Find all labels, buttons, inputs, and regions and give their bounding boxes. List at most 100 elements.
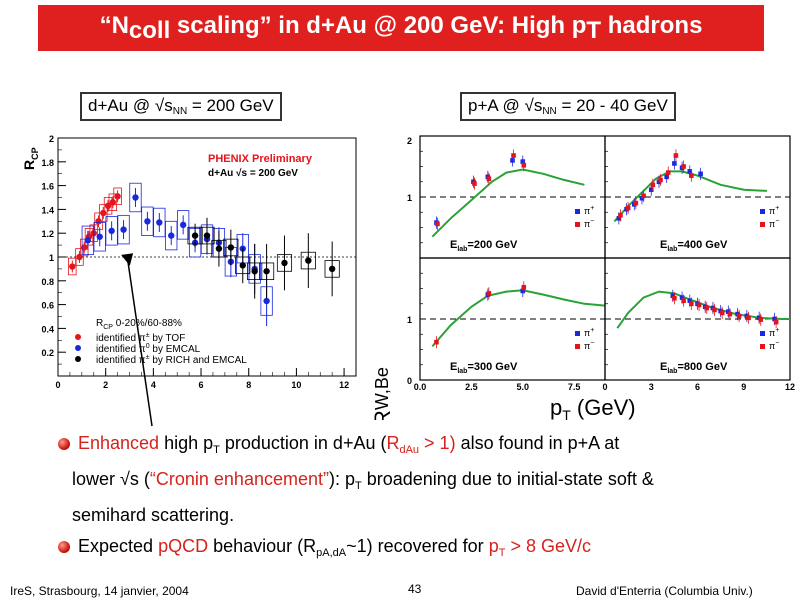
rwbe-legend-marker [575,344,580,349]
rwbe-point-pi-minus [618,213,623,218]
rwbe-panel-400: Elab=400 GeV π+ π− [604,135,791,259]
rcp-point-tof [109,199,117,206]
rcp-xtick-label: 12 [339,380,349,390]
rcp-sys-box-tof [99,204,108,222]
rwbe-legend-marker [760,209,765,214]
rwbe-point-pi-minus [673,153,679,158]
rwbe-point-pi-minus [641,193,646,199]
rwbe-ylabel: RW,Be [370,367,395,420]
rwbe-panel-300: Elab=300 GeV π+ π− [419,257,606,381]
rwbe-point-pi-minus [672,295,677,301]
rwbe-theory-curve [431,289,606,348]
rcp-sys-box-emcal [81,225,94,256]
rwbe-legend-label: π+ [769,205,779,216]
rwbe-point-pi-plus [687,169,693,174]
rwbe-point-pi-plus [664,174,669,180]
rwbe-xtick-label: 3 [649,382,654,392]
rwbe-elab-label: Elab=400 GeV [660,239,728,253]
rcp-sys-box-emcal [105,216,118,246]
rwbe-point-pi-minus [472,181,477,186]
rwbe-ytick-label: 1 [407,193,412,203]
rcp-point-rich [281,259,288,267]
rwbe-elab-label: Elab=800 GeV [660,361,728,375]
rcp-sys-box-emcal [177,210,190,240]
rcp-plot: 0.2 0.4 0.6 0.8 1 1.2 1.4 1.6 1.8 2 0 2 4 6 8 10 12 RCP … [21,134,357,390]
rwbe-point-pi-plus [726,309,731,314]
rcp-point-rich [191,232,199,239]
svg-text:identified π± by TOF: identified π± by TOF [96,332,185,344]
rcp-point-tof [76,253,83,261]
rwbe-theory-curve [431,168,585,238]
pa-label-box: p+A @ √sNN = 20 - 40 GeV [460,92,676,121]
footer-page-number: 43 [408,582,422,596]
rcp-point-tof [114,193,121,200]
rcp-sys-box-tof [103,197,113,215]
bullet-cronin: Enhanced high pT production in d+Au (RdA… [58,429,778,530]
rwbe-point-pi-minus [719,310,725,316]
rcp-ytick-label: 0.6 [41,301,54,311]
rwbe-point-pi-plus [687,298,693,303]
rcp-point-emcal [132,194,139,201]
rcp-ytick-label: 1.8 [41,158,54,168]
svg-text:identified π± by RICH and EMCA: identified π± by RICH and EMCAL [96,354,247,366]
rcp-sys-box-emcal [165,220,178,251]
rcp-point-emcal [96,233,103,240]
rwbe-legend-label: π− [769,218,779,229]
rwbe-point-pi-plus [670,293,676,299]
rwbe-point-pi-minus [434,339,439,345]
rwbe-point-pi-plus [679,295,685,300]
rcp-ytick-label: 1.4 [41,205,54,215]
rwbe-point-pi-minus [658,177,663,183]
rcp-point-tof [100,209,107,217]
rwbe-point-pi-plus [672,161,677,166]
legend-title: RCP 0-20%/60-88% [96,318,182,331]
rcp-point-tof [81,244,88,251]
rwbe-theory-curve [616,290,790,329]
rcp-sys-box-emcal [93,222,106,252]
rcp-point-rich [227,244,235,251]
rcp-ytick-label: 0.8 [41,277,54,287]
rwbe-point-pi-plus [520,288,526,294]
rwbe-theory-curve [613,170,767,223]
slide-title: “Ncoll scaling” in d+Au @ 200 GeV: High … [99,11,703,44]
rwbe-xtick-label: 0 [602,382,607,392]
rwbe-xtick-label: 0.0 [414,382,427,392]
rcp-xtick-label: 4 [151,380,156,390]
rwbe-point-pi-minus [689,173,694,178]
rcp-xtick-label: 2 [103,380,108,390]
rcp-sys-box-emcal [153,207,166,238]
rcp-point-rich [251,268,258,275]
rwbe-panel-200: Elab=200 GeV π+ π− [419,135,606,259]
rwbe-point-pi-minus [681,164,686,169]
rwbe-ytick-label: 0 [407,376,412,386]
rcp-point-emcal [263,297,270,305]
rcp-sys-box-tof [68,257,77,276]
rcp-xtick-label: 8 [246,380,251,390]
footer-author: David d'Enterria (Columbia Univ.) [576,584,753,598]
rwbe-point-pi-minus [625,205,631,211]
legend-entry-tof: identified π± by TOF [75,332,185,344]
phenix-preliminary: PHENIX Preliminary [208,153,313,165]
bullet-pqcd: Expected pQCD behaviour (RpA,dA~1) recov… [58,532,778,568]
rcp-point-emcal [168,232,175,239]
rcp-point-emcal [156,219,163,226]
rwbe-point-pi-minus [712,307,717,313]
rwbe-point-pi-minus [633,200,639,206]
rwbe-legend-label: π+ [584,327,594,338]
rcp-ytick-label: 1.2 [41,229,54,239]
rcp-point-tof [95,218,102,225]
rwbe-point-pi-plus [510,158,515,163]
pt-xlabel: pT (GeV) [550,395,636,420]
rcp-point-emcal [120,226,127,233]
rcp-point-rich [239,262,246,269]
rcp-sys-box-emcal [141,206,154,236]
rwbe-point-pi-plus [648,187,654,192]
rwbe-legend-marker [575,222,580,227]
rcp-sys-box-emcal [117,214,130,245]
rcp-ytick-label: 1 [49,253,54,263]
rwbe-point-pi-plus [520,159,526,164]
rcp-xtick-label: 10 [291,380,301,390]
rcp-xtick-label: 0 [55,380,60,390]
rwbe-legend-label: π− [584,218,594,229]
rwbe-legend-marker [575,209,580,214]
